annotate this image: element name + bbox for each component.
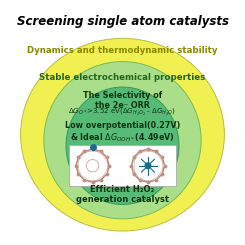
- Ellipse shape: [21, 38, 224, 231]
- FancyBboxPatch shape: [69, 145, 176, 186]
- Text: Stable electrochemical properties: Stable electrochemical properties: [39, 73, 206, 82]
- Text: Efficient H₂O₂
generation catalyst: Efficient H₂O₂ generation catalyst: [76, 185, 169, 204]
- Text: The Selectivity of
the 2e⁻ ORR: The Selectivity of the 2e⁻ ORR: [83, 91, 162, 110]
- Circle shape: [86, 159, 99, 172]
- Text: Dynamics and thermodynamic stability: Dynamics and thermodynamic stability: [27, 46, 218, 55]
- Text: Low overpotential(0.27V)
& Ideal $\Delta G_{OOH*}$(4.49eV): Low overpotential(0.27V) & Ideal $\Delta…: [65, 121, 180, 144]
- Ellipse shape: [44, 61, 201, 219]
- Text: Screening single atom catalysts: Screening single atom catalysts: [16, 15, 229, 28]
- Text: $\Delta G_{O*}$>3.52 eV($\Delta G_{H_2O_2}$ - $\Delta G_{H_2O}$): $\Delta G_{O*}$>3.52 eV($\Delta G_{H_2O_…: [68, 107, 177, 118]
- Circle shape: [144, 162, 151, 169]
- Ellipse shape: [66, 87, 179, 204]
